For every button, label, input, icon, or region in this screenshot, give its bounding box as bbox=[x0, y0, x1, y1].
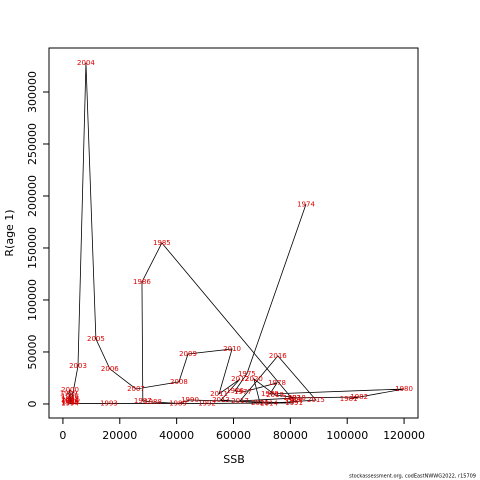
year-label: 1999 bbox=[60, 390, 78, 398]
x-tick-label: 40000 bbox=[159, 429, 194, 442]
year-label: 1978 bbox=[268, 379, 286, 387]
year-label: 2000 bbox=[61, 386, 79, 394]
year-label: 2011 bbox=[210, 390, 228, 398]
x-axis-label: SSB bbox=[223, 453, 245, 466]
year-label: 2021 bbox=[251, 399, 269, 407]
year-label: 2013 bbox=[212, 396, 230, 404]
year-label: 2009 bbox=[179, 350, 197, 358]
x-tick-label: 20000 bbox=[102, 429, 137, 442]
year-label: 1991 bbox=[285, 399, 303, 407]
year-label: 2003 bbox=[69, 362, 87, 370]
trajectory-line bbox=[68, 62, 405, 404]
year-label: 2005 bbox=[87, 335, 105, 343]
year-label: 2012 bbox=[231, 375, 249, 383]
year-label: 1981 bbox=[340, 395, 358, 403]
y-axis-label: R(age 1) bbox=[3, 209, 16, 256]
x-tick-label: 0 bbox=[59, 429, 66, 442]
year-label: 2016 bbox=[269, 352, 287, 360]
y-tick-label: 0 bbox=[26, 400, 39, 407]
y-tick-label: 50000 bbox=[26, 334, 39, 369]
year-label: 2006 bbox=[101, 365, 119, 373]
x-tick-label: 100000 bbox=[326, 429, 368, 442]
year-label: 1990 bbox=[181, 396, 199, 404]
year-label: 1980 bbox=[395, 385, 413, 393]
y-tick-label: 250000 bbox=[26, 123, 39, 165]
year-label: 2020 bbox=[245, 375, 263, 383]
year-label: 1983 bbox=[283, 394, 301, 402]
year-label: 1984 bbox=[285, 397, 303, 405]
y-tick-label: 150000 bbox=[26, 227, 39, 269]
year-label: 1993 bbox=[100, 399, 118, 407]
footnote: stockassessment.org, codEastNWWG2022, r1… bbox=[349, 474, 476, 480]
year-label: 1979 bbox=[261, 390, 279, 398]
year-label: 1977 bbox=[234, 388, 252, 396]
year-label: 2017 bbox=[231, 397, 249, 405]
year-label: 2018 bbox=[288, 394, 306, 402]
year-label: 2019 bbox=[266, 391, 284, 399]
year-label: 2002 bbox=[63, 397, 81, 405]
year-label: 1974 bbox=[297, 200, 315, 208]
y-tick-label: 300000 bbox=[26, 71, 39, 113]
year-label: 1976 bbox=[226, 387, 244, 395]
year-label: 1987 bbox=[134, 397, 152, 405]
year-label: 1985 bbox=[153, 239, 171, 247]
year-label: 2010 bbox=[223, 345, 241, 353]
year-label: 1986 bbox=[133, 278, 151, 286]
year-label: 2014 bbox=[260, 399, 278, 407]
year-label: 1994 bbox=[61, 399, 79, 407]
year-label: 2008 bbox=[170, 378, 188, 386]
y-tick-label: 100000 bbox=[26, 279, 39, 321]
year-label: 1998 bbox=[61, 393, 79, 401]
x-tick-label: 120000 bbox=[383, 429, 425, 442]
year-label: 1996 bbox=[61, 397, 79, 405]
year-label: 2007 bbox=[127, 385, 145, 393]
year-label: 1988 bbox=[144, 398, 162, 406]
y-tick-label: 200000 bbox=[26, 175, 39, 217]
year-label: 1995 bbox=[61, 398, 79, 406]
year-label: 1989 bbox=[169, 399, 187, 407]
year-label: 1992 bbox=[198, 399, 216, 407]
year-label: 1997 bbox=[61, 395, 79, 403]
x-tick-label: 60000 bbox=[216, 429, 251, 442]
year-label: 2001 bbox=[61, 396, 79, 404]
year-label: 1975 bbox=[238, 370, 256, 378]
x-tick-label: 80000 bbox=[273, 429, 308, 442]
year-label: 2015 bbox=[307, 396, 325, 404]
year-label: 1982 bbox=[350, 393, 368, 401]
year-label: 2004 bbox=[77, 59, 95, 67]
plot-box bbox=[48, 47, 419, 419]
